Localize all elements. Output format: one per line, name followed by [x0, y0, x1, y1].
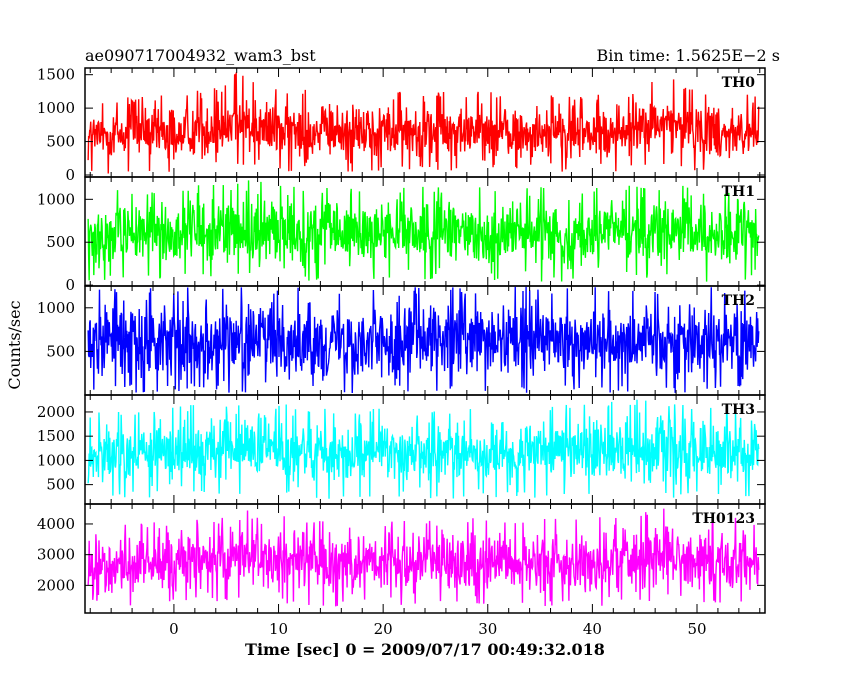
y-axis-label: Counts/sec — [5, 300, 24, 389]
panel-label: TH0 — [722, 75, 756, 91]
y-tick-label: 1000 — [37, 190, 75, 208]
y-tick-label: 1000 — [37, 99, 75, 117]
x-tick-label: 50 — [687, 620, 706, 638]
y-tick-label: 500 — [46, 233, 75, 251]
y-tick-label: 1500 — [37, 427, 75, 445]
x-tick-label: 0 — [169, 620, 179, 638]
series-line-th2 — [87, 286, 760, 394]
y-tick-label: 2000 — [37, 403, 75, 421]
series-line-th0 — [87, 72, 760, 174]
y-tick-label: 1000 — [37, 299, 75, 317]
x-tick-label: 40 — [583, 620, 602, 638]
y-tick-label: 0 — [65, 276, 75, 294]
panel-label: TH1 — [722, 184, 755, 200]
y-tick-label: 4000 — [37, 515, 75, 533]
series-line-th1 — [87, 180, 760, 282]
y-tick-label: 500 — [46, 133, 75, 151]
panel-th2: 500 1000 TH2 — [37, 285, 766, 396]
panel-label: TH0123 — [692, 511, 755, 527]
y-tick-label: 3000 — [37, 546, 75, 564]
x-axis-label: Time [sec] 0 = 2009/07/17 00:49:32.018 — [245, 640, 605, 659]
panel-label: TH2 — [722, 293, 755, 309]
y-tick-label: 500 — [46, 342, 75, 360]
x-tick-label: 20 — [374, 620, 393, 638]
panel-label: TH3 — [722, 402, 755, 418]
panel-th0123: 2000 3000 4000 TH0123 0 10 20 30 40 50 — [37, 503, 766, 638]
x-tick-label: 30 — [478, 620, 497, 638]
y-tick-label: 2000 — [37, 576, 75, 594]
series-line-th0123 — [87, 508, 760, 607]
series-line-th3 — [87, 399, 760, 499]
y-tick-label: 1000 — [37, 451, 75, 469]
panel-th0: 0 500 1000 1500 TH0 — [37, 66, 766, 184]
bin-time-label: Bin time: 1.5625E−2 s — [597, 46, 780, 65]
y-tick-label: 0 — [65, 166, 75, 184]
panel-th3: 500 1000 1500 2000 TH3 — [37, 394, 766, 505]
chart-title: ae090717004932_wam3_bst — [85, 46, 316, 65]
panel-th1: 0 500 1000 TH1 — [37, 176, 766, 294]
x-tick-label: 10 — [269, 620, 288, 638]
y-tick-label: 1500 — [37, 66, 75, 84]
y-tick-label: 500 — [46, 476, 75, 494]
